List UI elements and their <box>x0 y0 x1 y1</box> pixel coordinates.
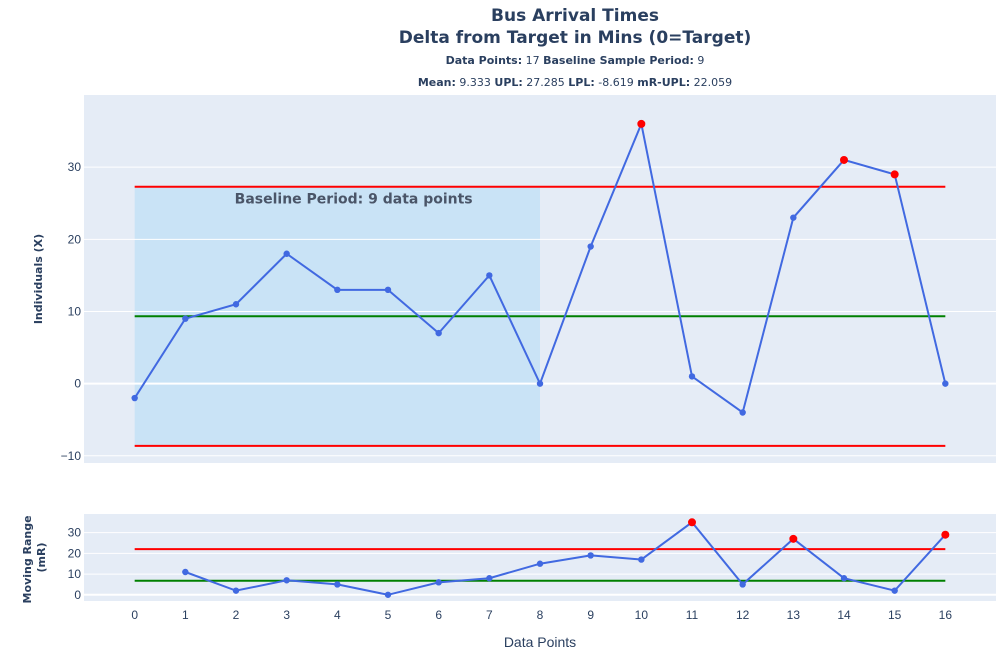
data-point <box>891 587 898 594</box>
data-point <box>182 315 189 322</box>
data-point <box>384 286 392 294</box>
data-point <box>283 577 290 584</box>
moving-range-gridlines <box>84 532 996 596</box>
x-tick-label: 3 <box>283 608 290 622</box>
lpl-label: LPL: <box>568 76 594 89</box>
baseline-period-value: 9 <box>697 54 704 67</box>
moving-range-y-axis-label: Moving Range (mR) <box>21 512 48 604</box>
data-point <box>435 579 442 586</box>
chart-subtitle: Delta from Target in Mins (0=Target) <box>399 28 752 48</box>
y-tick-label: 0 <box>74 377 81 391</box>
data-point <box>435 329 442 337</box>
data-point <box>739 581 746 588</box>
x-tick-label: 5 <box>385 608 392 622</box>
moving-range-plot-area <box>84 514 996 601</box>
x-tick-label: 7 <box>486 608 493 622</box>
mean-value: 9.333 <box>459 76 491 89</box>
data-point <box>334 286 341 294</box>
y-tick-label: −10 <box>61 449 82 463</box>
individuals-gridlines <box>84 166 996 457</box>
x-tick-label: 0 <box>131 608 138 622</box>
data-point <box>739 409 746 416</box>
data-point <box>790 214 797 221</box>
chart-title: Bus Arrival Times <box>491 6 659 26</box>
data-points-label: Data Points: <box>446 54 523 67</box>
data-point <box>688 373 696 380</box>
data-point <box>232 587 240 594</box>
x-tick-label: 1 <box>182 608 189 622</box>
individuals-y-ticks: −10 0 10 20 30 <box>61 160 82 463</box>
y-tick-label: 30 <box>68 526 82 540</box>
data-point <box>587 552 594 559</box>
x-tick-label: 16 <box>939 608 953 622</box>
info-line-2: Mean: 9.333 UPL: 27.285 LPL: -8.619 mR-U… <box>418 76 732 89</box>
moving-range-y-ticks: 0 10 20 30 <box>68 526 82 602</box>
data-point <box>384 591 392 598</box>
moving-range-limit-lines <box>134 548 946 582</box>
y-tick-label: 10 <box>68 567 82 581</box>
y-tick-label: 20 <box>68 546 82 560</box>
mr-upl-label: mR-UPL: <box>637 76 690 89</box>
x-tick-label: 2 <box>233 608 240 622</box>
moving-range-y-label-line2: (mR) <box>35 543 48 573</box>
data-point <box>536 380 544 387</box>
x-tick-label: 4 <box>334 608 341 622</box>
alert-point <box>890 170 899 179</box>
data-points-value: 17 <box>526 54 540 67</box>
mean-label: Mean: <box>418 76 456 89</box>
x-tick-label: 8 <box>537 608 544 622</box>
x-tick-label: 10 <box>635 608 649 622</box>
data-point <box>334 581 341 588</box>
individuals-points <box>131 119 949 416</box>
data-point <box>182 568 189 576</box>
data-point <box>942 380 949 387</box>
x-tick-label: 6 <box>435 608 442 622</box>
y-tick-label: 30 <box>68 160 82 174</box>
y-tick-label: 10 <box>68 304 82 318</box>
data-point <box>486 575 493 582</box>
data-point <box>536 560 544 567</box>
x-tick-label: 13 <box>787 608 801 622</box>
data-point <box>486 272 493 279</box>
x-axis-ticks: 0 1 2 3 4 5 6 7 8 9 10 11 12 13 14 15 16 <box>131 608 952 622</box>
x-tick-label: 14 <box>837 608 851 622</box>
y-tick-label: 20 <box>68 232 82 246</box>
alert-point <box>941 530 950 539</box>
alert-point <box>789 534 798 543</box>
moving-range-series-line <box>184 520 947 596</box>
alert-point <box>688 518 696 527</box>
data-point <box>840 575 848 582</box>
mr-upl-value: 22.059 <box>694 76 733 89</box>
data-point <box>638 556 645 563</box>
x-tick-label: 12 <box>736 608 750 622</box>
individuals-panel: −10 0 10 20 30 Baseline Period: 9 data point… <box>32 95 996 463</box>
alert-point <box>637 119 646 128</box>
x-tick-label: 11 <box>686 608 699 622</box>
moving-range-points <box>182 518 950 598</box>
lpl-value: -8.619 <box>598 76 633 89</box>
individuals-y-axis-label: Individuals (X) <box>32 234 45 324</box>
upl-value: 27.285 <box>526 76 565 89</box>
x-tick-label: 9 <box>587 608 594 622</box>
individuals-limit-lines <box>134 185 946 447</box>
y-tick-label: 0 <box>74 588 81 602</box>
data-point <box>283 250 290 257</box>
data-point <box>232 301 240 308</box>
x-tick-label: 15 <box>888 608 902 622</box>
baseline-annotation: Baseline Period: 9 data points <box>235 192 473 208</box>
baseline-period-label: Baseline Sample Period: <box>543 54 694 67</box>
x-axis-label: Data Points <box>504 634 576 650</box>
data-point <box>131 394 138 402</box>
info-line-1: Data Points: 17 Baseline Sample Period: … <box>446 54 705 67</box>
moving-range-y-label-line1: Moving Range <box>21 515 34 603</box>
data-point <box>587 243 594 250</box>
alert-point <box>840 155 848 164</box>
upl-label: UPL: <box>494 76 522 89</box>
